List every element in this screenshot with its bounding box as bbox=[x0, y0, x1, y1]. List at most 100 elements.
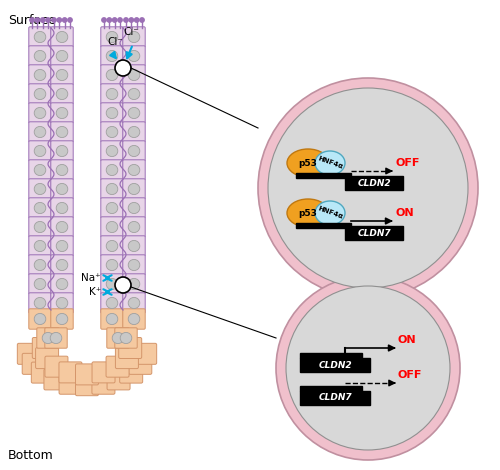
FancyBboxPatch shape bbox=[51, 179, 73, 199]
Ellipse shape bbox=[56, 145, 68, 157]
Ellipse shape bbox=[56, 183, 68, 195]
Ellipse shape bbox=[106, 31, 118, 43]
Ellipse shape bbox=[56, 298, 68, 309]
FancyBboxPatch shape bbox=[45, 356, 68, 377]
FancyBboxPatch shape bbox=[92, 373, 115, 394]
Ellipse shape bbox=[128, 183, 140, 195]
Bar bbox=[296, 223, 351, 228]
Circle shape bbox=[112, 18, 117, 22]
FancyBboxPatch shape bbox=[101, 27, 123, 47]
Ellipse shape bbox=[128, 108, 140, 118]
FancyBboxPatch shape bbox=[29, 198, 51, 218]
FancyBboxPatch shape bbox=[101, 198, 123, 218]
Ellipse shape bbox=[50, 332, 62, 344]
FancyBboxPatch shape bbox=[51, 103, 73, 123]
FancyBboxPatch shape bbox=[123, 198, 145, 218]
Ellipse shape bbox=[128, 203, 140, 213]
Ellipse shape bbox=[106, 50, 118, 62]
FancyBboxPatch shape bbox=[51, 198, 73, 218]
FancyBboxPatch shape bbox=[18, 343, 40, 364]
Ellipse shape bbox=[34, 108, 46, 118]
Bar bbox=[345, 226, 403, 240]
Ellipse shape bbox=[106, 70, 118, 80]
FancyBboxPatch shape bbox=[107, 369, 130, 390]
FancyBboxPatch shape bbox=[45, 328, 67, 348]
FancyBboxPatch shape bbox=[76, 364, 98, 385]
Ellipse shape bbox=[56, 313, 68, 325]
Circle shape bbox=[30, 18, 34, 22]
Ellipse shape bbox=[56, 126, 68, 138]
FancyBboxPatch shape bbox=[51, 65, 73, 85]
Ellipse shape bbox=[287, 149, 329, 177]
FancyBboxPatch shape bbox=[29, 65, 51, 85]
FancyBboxPatch shape bbox=[101, 84, 123, 104]
Ellipse shape bbox=[42, 332, 54, 344]
FancyBboxPatch shape bbox=[51, 236, 73, 256]
Ellipse shape bbox=[56, 278, 68, 290]
FancyBboxPatch shape bbox=[32, 362, 54, 383]
FancyBboxPatch shape bbox=[36, 348, 59, 368]
FancyBboxPatch shape bbox=[123, 65, 145, 85]
FancyBboxPatch shape bbox=[92, 362, 115, 383]
Text: ON: ON bbox=[395, 208, 413, 218]
FancyBboxPatch shape bbox=[29, 160, 51, 180]
Ellipse shape bbox=[106, 241, 118, 251]
Circle shape bbox=[286, 286, 450, 450]
Ellipse shape bbox=[128, 50, 140, 62]
FancyBboxPatch shape bbox=[29, 103, 51, 123]
FancyBboxPatch shape bbox=[101, 65, 123, 85]
Ellipse shape bbox=[56, 31, 68, 43]
FancyBboxPatch shape bbox=[44, 369, 67, 390]
Circle shape bbox=[46, 18, 50, 22]
FancyBboxPatch shape bbox=[123, 179, 145, 199]
Ellipse shape bbox=[106, 203, 118, 213]
Ellipse shape bbox=[128, 88, 140, 100]
FancyBboxPatch shape bbox=[123, 274, 145, 294]
Text: CLDN2: CLDN2 bbox=[318, 360, 352, 369]
Circle shape bbox=[102, 18, 106, 22]
Text: Bottom: Bottom bbox=[8, 449, 54, 462]
FancyBboxPatch shape bbox=[29, 217, 51, 237]
Ellipse shape bbox=[287, 199, 329, 227]
Text: Cl⁻: Cl⁻ bbox=[107, 37, 123, 47]
FancyBboxPatch shape bbox=[123, 309, 145, 329]
Ellipse shape bbox=[128, 145, 140, 157]
Circle shape bbox=[134, 18, 139, 22]
Ellipse shape bbox=[56, 221, 68, 233]
Circle shape bbox=[268, 88, 468, 288]
Ellipse shape bbox=[106, 88, 118, 100]
FancyBboxPatch shape bbox=[106, 356, 129, 377]
Ellipse shape bbox=[106, 108, 118, 118]
FancyBboxPatch shape bbox=[29, 46, 51, 66]
FancyBboxPatch shape bbox=[22, 353, 45, 374]
FancyBboxPatch shape bbox=[51, 255, 73, 275]
Circle shape bbox=[35, 18, 40, 22]
Ellipse shape bbox=[128, 31, 140, 43]
Ellipse shape bbox=[112, 332, 124, 344]
Ellipse shape bbox=[34, 259, 46, 271]
FancyBboxPatch shape bbox=[101, 309, 123, 329]
Ellipse shape bbox=[34, 313, 46, 325]
Ellipse shape bbox=[34, 88, 46, 100]
Bar bbox=[300, 386, 362, 391]
Ellipse shape bbox=[128, 164, 140, 176]
Circle shape bbox=[276, 276, 460, 460]
Ellipse shape bbox=[34, 145, 46, 157]
Ellipse shape bbox=[34, 183, 46, 195]
FancyBboxPatch shape bbox=[129, 353, 152, 374]
Ellipse shape bbox=[106, 313, 118, 325]
FancyBboxPatch shape bbox=[51, 122, 73, 142]
Ellipse shape bbox=[315, 201, 345, 225]
FancyBboxPatch shape bbox=[29, 141, 51, 161]
FancyBboxPatch shape bbox=[101, 122, 123, 142]
FancyBboxPatch shape bbox=[29, 84, 51, 104]
FancyBboxPatch shape bbox=[51, 160, 73, 180]
Ellipse shape bbox=[34, 241, 46, 251]
Circle shape bbox=[68, 18, 72, 22]
Ellipse shape bbox=[128, 70, 140, 80]
Circle shape bbox=[52, 18, 56, 22]
Ellipse shape bbox=[34, 278, 46, 290]
FancyBboxPatch shape bbox=[101, 255, 123, 275]
FancyBboxPatch shape bbox=[101, 236, 123, 256]
Circle shape bbox=[57, 18, 62, 22]
